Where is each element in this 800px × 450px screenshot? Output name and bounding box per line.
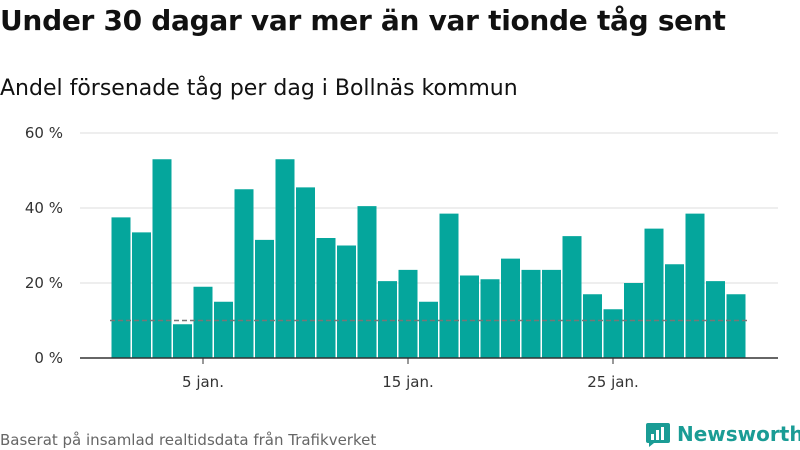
bar <box>419 301 438 358</box>
bar <box>685 213 705 358</box>
bar <box>152 159 172 358</box>
x-tick-label: 15 jan. <box>382 373 434 391</box>
bar <box>460 275 479 358</box>
bar <box>316 238 336 358</box>
bar <box>378 281 397 358</box>
y-tick-label: 60 % <box>25 124 63 142</box>
y-tick-label: 0 % <box>34 349 63 367</box>
bar <box>111 217 131 358</box>
bars <box>111 159 746 358</box>
y-tick-label: 40 % <box>25 199 63 217</box>
bar <box>644 228 664 358</box>
bar <box>706 281 725 358</box>
bar <box>439 213 459 358</box>
x-tick-label: 25 jan. <box>587 373 639 391</box>
bar <box>665 264 684 358</box>
bar <box>255 239 274 358</box>
bar <box>173 324 192 358</box>
source-note: Baserat på insamlad realtidsdata från Tr… <box>0 431 377 449</box>
bar <box>296 187 315 358</box>
bar <box>275 159 295 358</box>
bar <box>234 189 254 358</box>
bar <box>501 258 520 358</box>
y-tick-label: 20 % <box>25 274 63 292</box>
bar <box>357 206 377 358</box>
x-tick-label: 5 jan. <box>182 373 224 391</box>
bar <box>398 269 418 358</box>
grid-lines <box>80 132 778 284</box>
bar <box>562 236 582 358</box>
brand-logo-group[interactable]: Newsworthy <box>645 420 800 448</box>
chart-subtitle: Andel försenade tåg per dag i Bollnäs ko… <box>0 76 518 101</box>
bar <box>337 245 356 358</box>
newsworthy-logo-icon <box>646 423 670 447</box>
bar <box>521 269 541 358</box>
bar <box>214 301 233 358</box>
axes: 0 % 20 % 40 % 60 % 5 jan. 15 jan. 25 jan. <box>25 124 778 391</box>
bar <box>193 286 213 358</box>
bar <box>480 279 500 358</box>
bar <box>132 232 151 358</box>
chart-title: Under 30 dagar var mer än var tionde tåg… <box>0 4 726 37</box>
bar <box>726 294 746 358</box>
bar <box>542 269 561 358</box>
bar <box>603 309 623 358</box>
brand-name: Newsworthy <box>677 422 800 446</box>
bar <box>583 294 602 358</box>
